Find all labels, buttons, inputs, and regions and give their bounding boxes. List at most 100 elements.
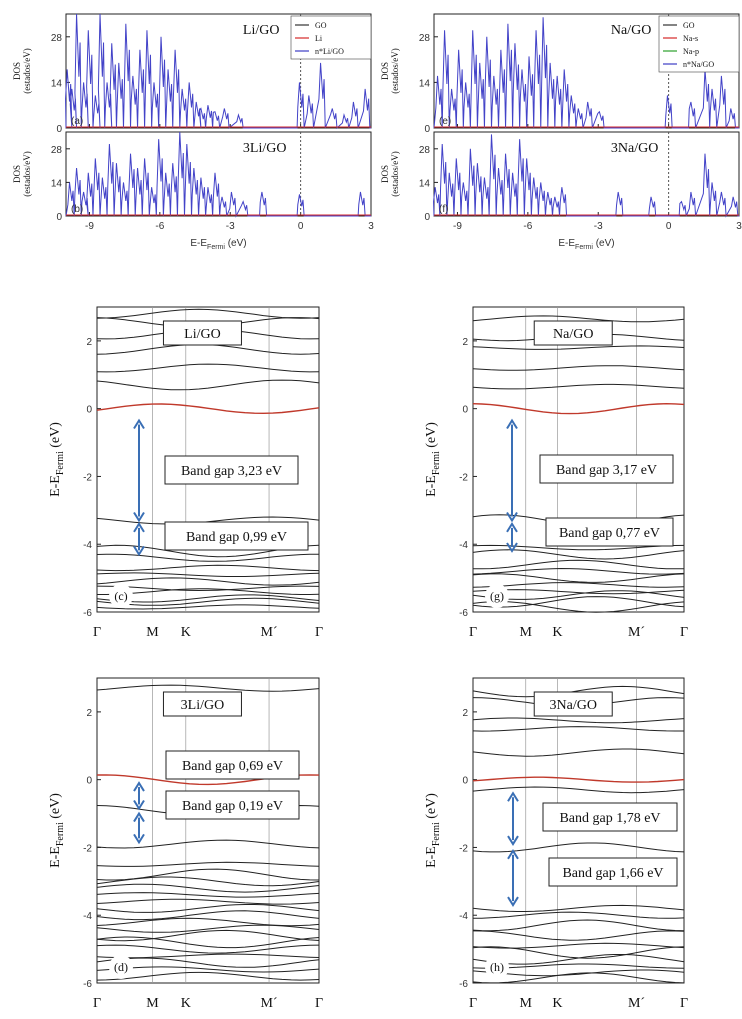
y-tick-label: -6	[83, 979, 92, 990]
x-tick-label: -9	[453, 221, 462, 232]
valence-band	[96, 929, 320, 942]
conduction-band	[472, 345, 685, 350]
x-tick-label: -6	[523, 221, 532, 232]
dos-ylabel-2: (estados/eV)	[22, 48, 32, 93]
panel-letter: (f)	[439, 204, 448, 215]
k-label: Γ	[93, 625, 101, 640]
gap-label: Band gap 0,69 eV	[182, 759, 283, 774]
panel-letter: (h)	[490, 960, 504, 974]
dos-xlabel-unit: (eV)	[225, 238, 247, 249]
band-frame	[96, 306, 320, 613]
gap-label: Band gap 1,78 eV	[559, 811, 660, 826]
dos-panel-b: 0 14 28 -9 -6 -3 0 3 3Li/GO (b) DOS (estados/eV) E-E…	[12, 131, 374, 251]
band-ylabel-unit: (eV)	[48, 793, 63, 822]
y-tick-label: -2	[459, 472, 468, 483]
y-tick-label: 0	[86, 405, 92, 416]
valence-band	[472, 972, 685, 984]
band-ylabel: E-EFermi (eV)	[424, 422, 442, 497]
k-label: M´	[628, 996, 645, 1011]
band-ylabel-main: E-E	[48, 475, 63, 497]
y-tick-label: 0	[56, 212, 62, 223]
dos-ylabel-1: DOS	[12, 62, 22, 80]
dos-ylabel-2: (estados/eV)	[390, 48, 400, 93]
y-tick-label: 0	[462, 776, 468, 787]
gap-arrow-1-head-top	[507, 791, 519, 802]
gap-arrow-1-head-bottom	[133, 799, 145, 811]
k-label: Γ	[680, 625, 688, 640]
dos-ylabel-1: DOS	[12, 165, 22, 183]
panel-title: 3Li/GO	[243, 141, 287, 156]
gap-label: Band gap 1,66 eV	[562, 866, 663, 881]
gap-label: Band gap 0,77 eV	[559, 526, 660, 541]
dos-panel-f: 0 14 28 -9 -6 -3 0 3 3Na/GO (f) DOS (estados/eV) E-E…	[380, 131, 742, 251]
dos-xlabel-main: E-E	[558, 238, 575, 249]
k-label: Γ	[315, 625, 323, 640]
gap-label-box	[545, 517, 674, 547]
conduction-band	[472, 383, 685, 390]
valence-band	[472, 573, 685, 583]
y-tick-label: -4	[459, 540, 468, 551]
k-label: Γ	[680, 996, 688, 1011]
dos-xlabel-main: E-E	[190, 238, 207, 249]
band-ylabel: E-EFermi (eV)	[48, 422, 66, 497]
panel-title: Na/GO	[553, 327, 593, 342]
dos-panel-e: 0 14 28 Na/GO (e) DOS (estados/eV) GO Na-s Na-p n*…	[380, 13, 740, 135]
dos-total-series	[433, 17, 739, 129]
y-tick-label: -4	[83, 911, 92, 922]
y-tick-label: 0	[462, 405, 468, 416]
dos-total-series	[433, 134, 739, 218]
band-ylabel-main: E-E	[48, 846, 63, 868]
gap-arrow-1-head-bottom	[507, 835, 519, 846]
valence-band	[96, 594, 320, 603]
legend-entry: Na-p	[683, 47, 699, 56]
k-label: M	[520, 625, 533, 640]
k-label: K	[552, 625, 562, 640]
fermi-band	[472, 776, 685, 783]
panel-letter: (a)	[71, 116, 83, 127]
dos-panel-a: 0 14 28 Li/GO (a) DOS (estados/eV) GO Li n*Li/GO	[12, 13, 372, 135]
gap-arrow-2-head-top	[133, 811, 145, 823]
band-ylabel: E-EFermi (eV)	[424, 793, 442, 868]
gap-arrow-2-head-top	[507, 848, 519, 860]
valence-band	[472, 930, 685, 941]
gap-arrow-1-head-top	[506, 418, 518, 430]
valence-band	[472, 559, 685, 570]
panel-title: Na/GO	[611, 23, 651, 38]
fermi-band	[96, 403, 320, 415]
valence-band	[96, 924, 320, 933]
valence-band	[96, 597, 320, 606]
k-label: M	[146, 996, 159, 1011]
band-frame	[96, 677, 320, 984]
y-tick-label: 2	[462, 708, 468, 719]
gap-label-box	[165, 750, 300, 780]
legend-entry: n*Li/GO	[315, 47, 344, 56]
y-tick-label: 0	[424, 124, 430, 135]
x-tick-label: -3	[594, 221, 603, 232]
band-ylabel-sub: Fermi	[55, 451, 66, 475]
band-ylabel-main: E-E	[424, 846, 439, 868]
valence-band	[96, 944, 320, 954]
valence-band	[472, 549, 685, 560]
valence-band	[472, 582, 685, 588]
panel-title: 3Na/GO	[611, 141, 658, 156]
title-box	[533, 691, 613, 717]
y-tick-label: 0	[424, 212, 430, 223]
gap-label-box	[548, 857, 678, 887]
title-box	[162, 320, 242, 346]
dos-xlabel-sub: Fermi	[575, 244, 593, 251]
y-tick-label: 2	[462, 337, 468, 348]
dos-xlabel: E-EFermi (eV)	[190, 238, 246, 251]
title-box	[162, 691, 242, 717]
y-tick-label: 28	[419, 33, 431, 44]
dos-ylabel-1: DOS	[380, 165, 390, 183]
valence-band	[472, 601, 685, 613]
band-frame	[472, 306, 685, 613]
gap-arrow-1-head-bottom	[506, 511, 518, 523]
gap-label: Band gap 0,19 eV	[182, 799, 283, 814]
gap-label-box	[539, 454, 674, 484]
legend-entry: Na-s	[683, 34, 698, 43]
x-tick-label: -3	[226, 221, 235, 232]
valence-band	[472, 596, 685, 608]
valence-band	[472, 969, 685, 977]
y-tick-label: -6	[459, 979, 468, 990]
